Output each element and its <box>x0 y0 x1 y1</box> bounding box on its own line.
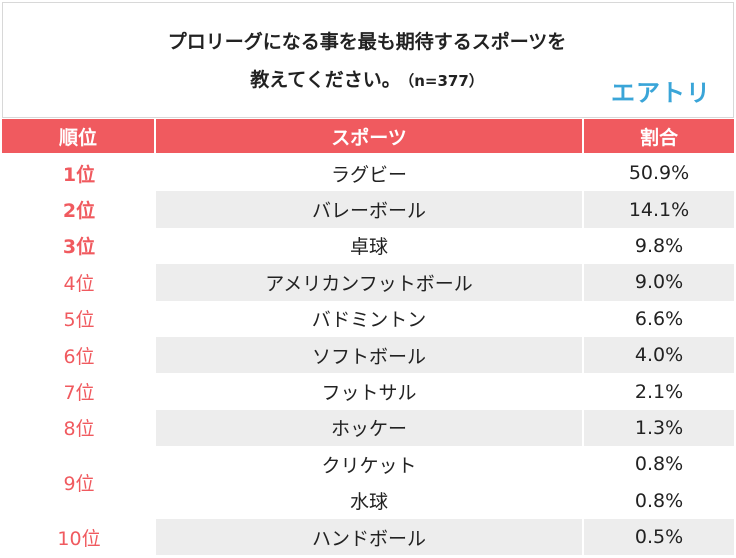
rank-label: 1位 <box>62 163 96 186</box>
page-title-text: 教えてください。 <box>250 69 401 91</box>
rank-label: 2位 <box>62 200 96 223</box>
table-row: ソフトボール 4.0% <box>2 336 734 374</box>
sport-name: ハンドボール <box>156 518 584 556</box>
title-box: プロリーグになる事を最も期待するスポーツを 教えてください。 （n=377） エア… <box>2 2 734 118</box>
rank-label: 8位 <box>63 418 95 441</box>
table-row: バレーボール 14.1% <box>2 191 734 228</box>
table-row: 卓球 9.8% <box>2 227 734 265</box>
sport-name: 水球 <box>156 482 584 519</box>
header-share: 割合 <box>639 126 678 149</box>
page-title-line2: 教えてください。 （n=377） <box>3 65 731 92</box>
rank-label: 6位 <box>63 345 95 368</box>
sport-name: フットサル <box>156 373 584 410</box>
brand-logo: エアトリ <box>611 79 711 107</box>
share-value: 0.8% <box>634 453 684 476</box>
rank-label: 7位 <box>63 382 95 405</box>
rank-label: 10位 <box>57 527 101 550</box>
sample-size: （n=377） <box>406 72 484 90</box>
sport-name: ソフトボール <box>156 336 584 374</box>
sport-name: ラグビー <box>156 155 584 192</box>
table-row: ラグビー 50.9% <box>2 155 734 192</box>
share-value: 4.0% <box>584 336 734 374</box>
table-row: フットサル 2.1% <box>2 373 734 410</box>
table-row: 水球 0.8% <box>2 482 734 519</box>
share-value: 9.0% <box>584 264 734 301</box>
share-value: 14.1% <box>584 191 734 228</box>
share-value: 50.9% <box>628 162 690 185</box>
header-rank: 順位 <box>2 119 156 153</box>
share-value: 1.3% <box>584 409 734 447</box>
table-row: ハンドボール 0.5% <box>2 518 734 556</box>
table-row: クリケット 0.8% <box>2 446 734 483</box>
rank-label: 4位 <box>63 272 95 295</box>
table-row: アメリカンフットボール 9.0% <box>2 264 734 301</box>
table-header: 順位 スポーツ 割合 <box>2 119 734 153</box>
rank-label: 5位 <box>63 309 95 332</box>
sport-name: アメリカンフットボール <box>156 264 584 301</box>
share-value: 6.6% <box>634 307 684 330</box>
sport-name: クリケット <box>156 446 584 483</box>
table-row: バドミントン 6.6% <box>2 300 734 337</box>
share-value: 9.8% <box>634 234 684 257</box>
table-row: ホッケー 1.3% <box>2 409 734 447</box>
page-title: プロリーグになる事を最も期待するスポーツを <box>167 31 567 53</box>
rank-label: 3位 <box>62 236 96 259</box>
share-value: 0.8% <box>634 489 684 512</box>
sport-name: 卓球 <box>156 227 584 265</box>
sport-name: ホッケー <box>156 409 584 447</box>
share-value: 0.5% <box>584 518 734 556</box>
ranking-table: ラグビー 50.9% バレーボール 14.1% 卓球 9.8% アメリカンフット… <box>2 155 734 556</box>
sport-name: バレーボール <box>156 191 584 228</box>
rank-label: 9位 <box>63 473 95 496</box>
header-sport: スポーツ <box>156 119 584 153</box>
share-value: 2.1% <box>634 380 684 403</box>
sport-name: バドミントン <box>156 300 584 337</box>
